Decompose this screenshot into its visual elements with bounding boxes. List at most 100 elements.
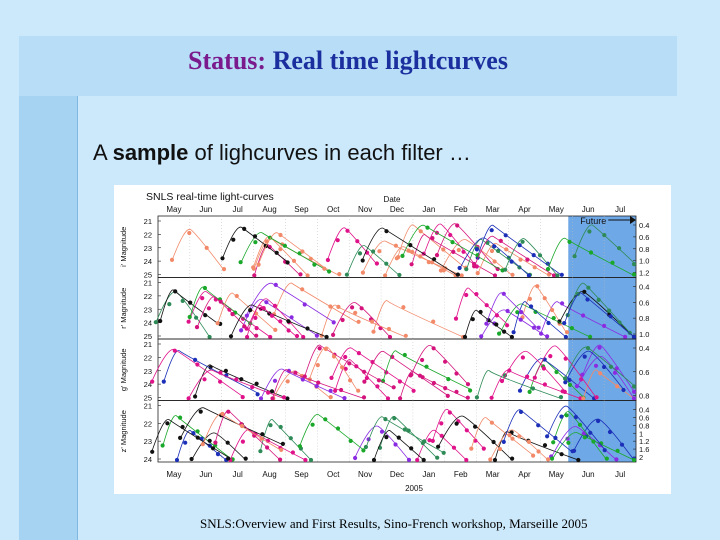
lightcurve-point xyxy=(551,316,556,321)
lightcurve-point xyxy=(268,423,273,428)
lightcurve-point xyxy=(553,435,558,440)
lightcurve-point xyxy=(370,319,375,324)
lightcurve-point xyxy=(505,308,510,314)
lightcurve-point xyxy=(391,385,396,390)
lightcurve-point xyxy=(327,269,332,274)
lightcurve-point xyxy=(194,315,199,320)
lightcurve-point xyxy=(517,434,522,439)
lightcurve-point xyxy=(266,390,271,395)
lightcurve-point xyxy=(451,249,456,254)
lightcurve-point xyxy=(593,363,599,368)
lightcurve-point xyxy=(253,315,258,320)
y-tick-label: 22 xyxy=(144,292,152,301)
lightcurve-point xyxy=(499,378,505,384)
lightcurve-point xyxy=(602,233,607,238)
lightcurve-point xyxy=(631,457,637,463)
lightcurve-point xyxy=(408,243,413,248)
lightcurve-point xyxy=(324,334,329,340)
lightcurve-point xyxy=(431,380,436,386)
lightcurve-point xyxy=(314,384,319,389)
lightcurve-point xyxy=(240,316,246,321)
lightcurve-point xyxy=(573,415,578,420)
lightcurve-point xyxy=(215,452,221,457)
lightcurve-point xyxy=(576,457,581,463)
lightcurve-point xyxy=(511,330,516,335)
lightcurve-line xyxy=(151,419,229,458)
lightcurve-point xyxy=(435,455,440,460)
lightcurve-point xyxy=(335,238,340,243)
lightcurve-point xyxy=(165,421,170,426)
lightcurve-point xyxy=(430,236,435,241)
lightcurve-point xyxy=(244,326,249,331)
y-tick-label: 22 xyxy=(144,419,152,428)
lightcurve-line xyxy=(501,350,566,392)
bottom-month-label: May xyxy=(549,470,564,479)
lightcurve-line xyxy=(373,430,424,461)
lightcurve-point xyxy=(431,319,436,324)
lightcurve-point xyxy=(243,456,248,461)
lightcurve-point xyxy=(384,229,389,234)
lightcurve-chart-svg: SNLS real-time light-curves Date May May Jun… xyxy=(119,191,649,493)
lightcurve-point xyxy=(454,371,459,376)
lightcurve-point xyxy=(393,243,398,248)
lightcurve-point xyxy=(567,239,572,244)
lightcurve-point xyxy=(530,386,536,391)
panel-y-label: g' Magnitude xyxy=(119,348,128,391)
lightcurve-point xyxy=(562,376,568,381)
lightcurve-point xyxy=(265,445,270,450)
lightcurve-point xyxy=(468,388,473,393)
y-tick-label: 25 xyxy=(144,271,152,280)
lightcurve-point xyxy=(278,232,283,238)
lightcurve-point xyxy=(566,440,571,445)
lightcurve-point xyxy=(420,375,425,380)
z-tick-label: 0.4 xyxy=(639,344,649,353)
lightcurve-point xyxy=(281,395,287,400)
lightcurve-point xyxy=(531,253,536,258)
bottom-month-label: Jun xyxy=(582,470,595,479)
lightcurve-point xyxy=(178,435,183,440)
lightcurve-point xyxy=(465,395,470,400)
panel-y-label: z' Magnitude xyxy=(119,410,128,452)
lightcurve-point xyxy=(489,248,495,254)
lightcurve-point xyxy=(353,310,358,315)
lightcurve-line xyxy=(299,414,364,451)
lightcurve-point xyxy=(489,420,494,425)
lightcurve-point xyxy=(348,378,353,383)
lightcurve-line xyxy=(522,285,568,334)
lightcurve-point xyxy=(582,435,587,440)
lightcurve-point xyxy=(255,392,260,397)
z-tick-label: 1.2 xyxy=(639,437,649,446)
lightcurve-point xyxy=(535,284,540,289)
lightcurve-point xyxy=(302,302,307,307)
top-month-label: Feb xyxy=(454,205,468,214)
lightcurve-point xyxy=(207,334,212,340)
lightcurve-point xyxy=(230,312,235,317)
lightcurve-line xyxy=(273,282,359,324)
lightcurve-point xyxy=(501,439,506,444)
lightcurve-point xyxy=(386,326,391,332)
lightcurve-point xyxy=(402,352,407,358)
lightcurve-point xyxy=(518,257,523,262)
accent-divider xyxy=(77,96,78,540)
lightcurve-point xyxy=(238,260,243,265)
lightcurve-point xyxy=(298,272,303,277)
lightcurve-point xyxy=(510,272,515,277)
lightcurve-point xyxy=(559,414,564,419)
lightcurve-point xyxy=(273,327,278,332)
slide-title: Status: Real time lightcurves xyxy=(19,46,677,76)
lightcurve-point xyxy=(333,388,338,393)
lightcurve-point xyxy=(411,388,416,393)
lightcurve-point xyxy=(153,320,158,325)
lightcurve-point xyxy=(406,457,412,462)
lightcurve-point xyxy=(615,384,620,389)
lightcurve-point xyxy=(360,270,365,275)
bottom-axis-label: 2005 xyxy=(405,484,423,493)
lightcurve-point xyxy=(285,396,290,401)
lightcurve-point xyxy=(248,308,253,313)
lightcurve-point xyxy=(631,262,637,267)
lightcurve-point xyxy=(533,309,538,314)
lightcurve-point xyxy=(608,364,614,369)
z-tick-label: 1 xyxy=(639,429,643,438)
lightcurve-point xyxy=(394,256,399,261)
bottom-month-label: Jan xyxy=(422,470,435,479)
